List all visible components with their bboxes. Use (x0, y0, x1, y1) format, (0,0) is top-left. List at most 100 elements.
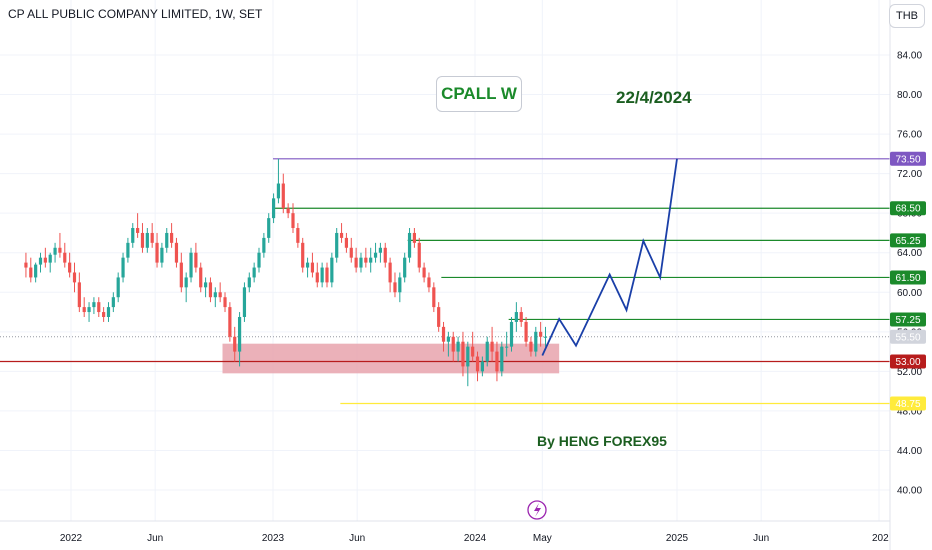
candle-body (155, 242, 159, 263)
price-label: 53.00 (895, 357, 920, 368)
candle-body (451, 336, 455, 352)
price-label-bg (890, 233, 926, 248)
price-label: 48.75 (895, 399, 920, 410)
candle-body (432, 287, 436, 308)
symbol-note-box: CPALL W (436, 76, 522, 112)
candle-body (354, 257, 358, 268)
candle-body (38, 257, 43, 265)
candle-body (102, 312, 106, 317)
candle-body (72, 272, 77, 283)
time-tick-label: 2024 (464, 533, 487, 544)
candle-body (68, 262, 72, 273)
candle-body (534, 331, 538, 352)
price-label-bg (890, 396, 926, 411)
candle-body (82, 307, 86, 313)
time-tick-label: Jun (753, 533, 769, 544)
candle-body (24, 262, 28, 268)
candle-body (257, 252, 261, 268)
candle-body (136, 228, 140, 233)
price-tick-label: 80.00 (897, 90, 922, 101)
date-note: 22/4/2024 (616, 88, 692, 107)
candle-body (364, 257, 368, 263)
price-tick-label: 76.00 (897, 130, 922, 141)
candle-body (480, 361, 484, 372)
price-labels: 73.50 68.50 65.25 61.50 57.25 53.00 48.75 55.50 (890, 151, 926, 411)
price-label: 55.50 (895, 332, 920, 343)
price-label-bg (890, 270, 926, 285)
candle-body (461, 341, 465, 367)
candle-body (111, 297, 115, 308)
candle-body (165, 232, 169, 248)
candle-body (543, 336, 548, 338)
forecast-path (541, 158, 678, 356)
candle-body (208, 282, 213, 298)
candle-body (267, 218, 271, 238)
candle-body (388, 262, 392, 283)
candle-body (539, 331, 543, 337)
candle-body (233, 336, 237, 352)
price-label: 68.50 (895, 204, 920, 215)
candle-body (509, 321, 514, 347)
candle-body (29, 267, 33, 278)
candle-body (344, 237, 349, 248)
time-tick-label: 2022 (60, 533, 83, 544)
candle-body (247, 277, 251, 288)
candle-body (53, 247, 57, 255)
candle-body (519, 312, 523, 322)
horizontal-levels (0, 158, 890, 405)
symbol-title: CP ALL PUBLIC COMPANY LIMITED, 1W, SET (8, 7, 263, 21)
candle-body (310, 262, 315, 273)
candle-body (97, 302, 101, 313)
candle-body (58, 247, 62, 253)
candle-body (330, 257, 334, 283)
price-tick-label: 48.00 (897, 406, 922, 417)
candle-body (466, 346, 470, 367)
candle-body (456, 341, 460, 352)
price-tick-label: 40.00 (897, 486, 922, 497)
candle-body (305, 262, 310, 268)
time-tick-label: 2023 (262, 533, 285, 544)
candle-body (296, 228, 300, 243)
author-note: By HENG FOREX95 (537, 433, 667, 449)
candle-body (417, 242, 421, 268)
candle-body (500, 346, 504, 372)
candle-body (77, 282, 81, 308)
candle-body (228, 307, 232, 337)
support-zone (222, 343, 560, 374)
candle-body (446, 336, 450, 342)
price-label: 61.50 (895, 273, 920, 284)
candle-body (43, 257, 47, 263)
candle-body (87, 307, 91, 313)
price-label-bg (890, 151, 926, 166)
candle-body (286, 208, 290, 214)
candle-body (514, 312, 518, 322)
candle-body (189, 252, 193, 278)
currency-button[interactable]: THB (889, 4, 925, 28)
candle-body (315, 272, 319, 283)
time-tick-label: 2025 (666, 533, 689, 544)
candle-body (150, 232, 154, 243)
candle-body (174, 242, 179, 263)
candle-body (194, 252, 198, 268)
candle-body (160, 247, 164, 263)
flash-icon[interactable] (527, 500, 547, 520)
price-label: 73.50 (895, 154, 920, 165)
candle-body (475, 356, 480, 372)
price-tick-label: 52.00 (897, 367, 922, 378)
candle-body (34, 264, 38, 278)
candle-body (121, 257, 125, 278)
candle-body (505, 346, 509, 348)
candle-body (422, 267, 426, 278)
candle-body (63, 252, 67, 263)
candle-body (373, 252, 378, 258)
candle-body (369, 257, 373, 263)
time-tick-label: Jun (349, 533, 365, 544)
time-axis[interactable]: 2022 Jun 2023 Jun 2024 May 2025 Jun 202 (60, 533, 889, 544)
candle-body (359, 257, 363, 268)
candle-body (252, 267, 256, 278)
price-tick-label: 72.00 (897, 169, 922, 180)
candle-body (471, 346, 475, 357)
candle-body (427, 277, 431, 288)
candle-body (179, 262, 183, 288)
